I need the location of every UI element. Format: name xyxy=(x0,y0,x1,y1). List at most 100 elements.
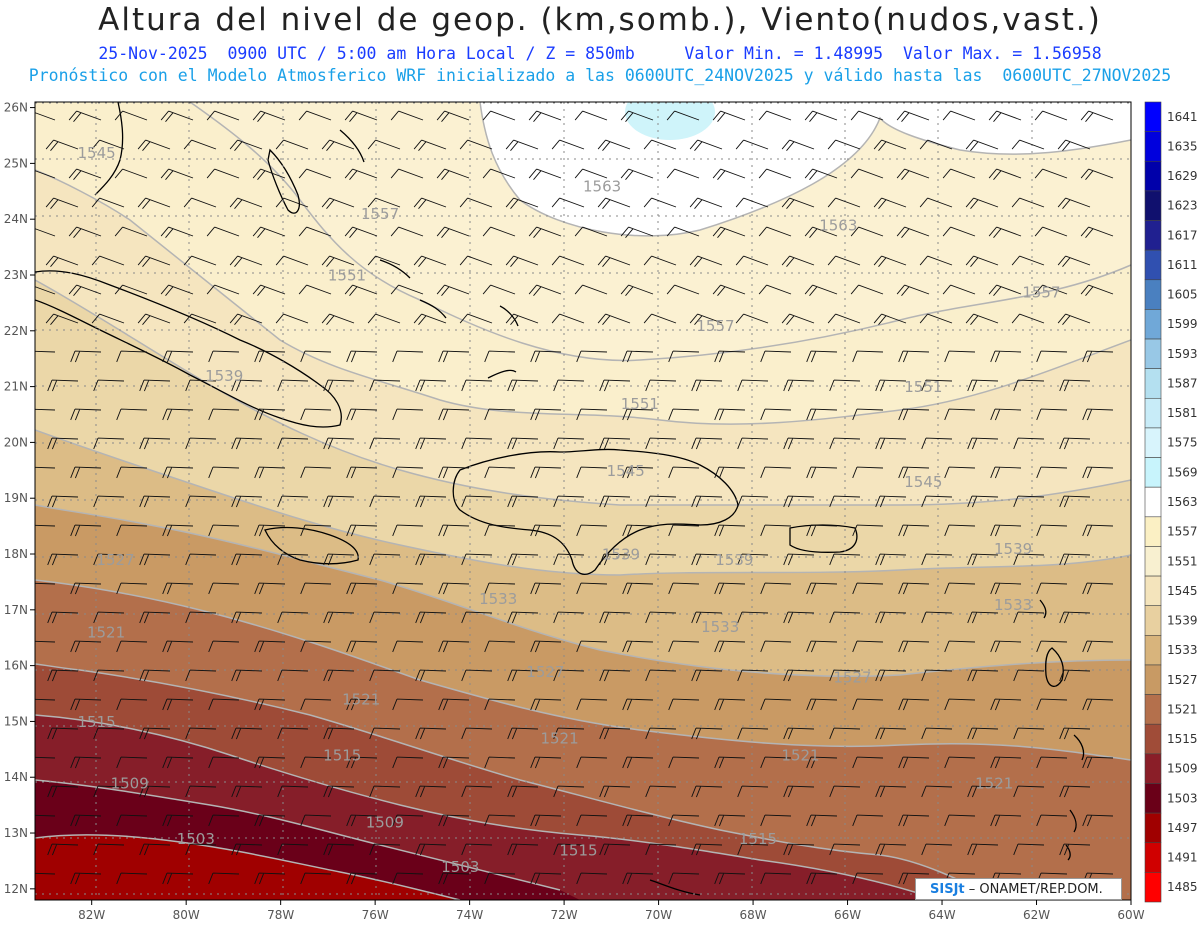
wind-barb xyxy=(551,139,585,150)
wind-barb xyxy=(804,110,838,122)
wind-barb xyxy=(346,582,378,595)
wind-barb xyxy=(139,843,171,856)
wind-barb xyxy=(737,785,769,798)
wind-barb xyxy=(139,437,171,450)
wind-barb xyxy=(35,582,56,585)
wind-barb xyxy=(967,379,999,392)
colorbar-swatch xyxy=(1144,368,1162,399)
lat-tick-label: 22N xyxy=(4,324,28,338)
wind-barb xyxy=(277,785,309,798)
contour-label: 1521 xyxy=(342,691,380,709)
wind-barb xyxy=(714,698,746,711)
colorbar-label: 1527 xyxy=(1167,673,1198,687)
wind-barb xyxy=(35,640,56,643)
wind-barb xyxy=(507,727,539,740)
wind-barb xyxy=(162,408,194,421)
wind-barb xyxy=(139,553,171,566)
wind-barb xyxy=(321,255,355,267)
model-info-line: Pronóstico con el Modelo Atmosferico WRF… xyxy=(28,66,1172,85)
wind-barb xyxy=(967,727,999,740)
wind-barb xyxy=(898,756,930,769)
wind-barb xyxy=(576,814,608,827)
wind-barb xyxy=(231,495,263,508)
wind-barb xyxy=(1059,611,1091,624)
wind-barb xyxy=(942,110,976,121)
wind-barb xyxy=(666,284,700,295)
wind-barb xyxy=(416,902,446,913)
wind-barb xyxy=(254,408,286,421)
wind-barb xyxy=(990,698,1022,711)
wind-barb xyxy=(875,437,907,450)
contour-label: 1551 xyxy=(904,378,942,396)
wind-barb xyxy=(599,669,631,682)
map-frame xyxy=(34,101,1132,901)
wind-barb xyxy=(990,756,1022,769)
wind-barb xyxy=(783,727,815,740)
lon-tick-label: 60W xyxy=(1117,908,1144,922)
contour-label: 1539 xyxy=(994,540,1032,558)
wind-barb xyxy=(737,669,769,682)
contour-label: 1563 xyxy=(583,177,621,195)
wind-barb xyxy=(70,814,102,827)
wind-barb xyxy=(323,437,355,450)
wind-barb xyxy=(229,313,263,325)
contour-label: 1563 xyxy=(819,216,857,234)
wind-barb xyxy=(691,437,723,450)
wind-barb xyxy=(898,524,930,537)
wind-barb xyxy=(300,408,332,421)
wind-barb xyxy=(783,553,815,566)
wind-barb xyxy=(229,197,263,209)
wind-barb xyxy=(852,756,884,769)
contour-label: 1509 xyxy=(366,813,404,831)
wind-barb xyxy=(829,843,861,856)
wind-barb xyxy=(1034,110,1068,121)
wind-barb xyxy=(459,313,493,324)
wind-barb xyxy=(438,408,470,421)
wind-barb xyxy=(185,611,217,624)
wind-barb xyxy=(622,466,654,479)
wind-barb xyxy=(160,110,194,122)
wind-barb xyxy=(461,379,493,392)
wind-barb xyxy=(346,350,378,363)
lat-tick-label: 25N xyxy=(4,156,28,170)
wind-barb xyxy=(438,582,470,595)
wind-barb xyxy=(942,226,976,237)
wind-barb xyxy=(70,350,102,363)
colorbar-label: 1515 xyxy=(1167,732,1198,746)
wind-barb xyxy=(254,698,286,711)
wind-barb xyxy=(645,495,677,508)
wind-barb xyxy=(576,582,608,595)
wind-barb xyxy=(459,139,493,150)
wind-barb xyxy=(760,872,792,885)
contour-label: 1503 xyxy=(177,830,215,848)
wind-barb xyxy=(988,168,1022,180)
colorbar-label: 1551 xyxy=(1167,554,1198,568)
colorbar-swatch xyxy=(1144,664,1162,695)
wind-barb xyxy=(689,139,723,151)
wind-barb xyxy=(162,582,194,595)
wind-barb xyxy=(576,698,608,711)
wind-barb xyxy=(162,698,194,711)
wind-barb xyxy=(231,843,263,856)
wind-barb xyxy=(93,553,125,566)
wind-barb xyxy=(827,255,861,266)
wind-barb xyxy=(344,110,378,122)
wind-barb xyxy=(344,168,378,180)
wind-barb xyxy=(597,139,631,151)
wind-barb xyxy=(185,553,217,566)
wind-barb xyxy=(139,495,171,508)
wind-barb xyxy=(275,139,309,150)
wind-barb xyxy=(850,110,884,121)
wind-barb xyxy=(392,814,424,827)
wind-barb xyxy=(967,437,999,450)
wind-barb xyxy=(298,110,332,121)
wind-barb xyxy=(850,284,884,295)
wind-barb xyxy=(1036,582,1068,595)
wind-barb xyxy=(1013,785,1045,798)
wind-barb xyxy=(574,110,608,121)
colorbar-label: 1539 xyxy=(1167,614,1198,628)
wind-barb xyxy=(1036,524,1068,537)
wind-barb xyxy=(415,669,447,682)
lat-tick-label: 19N xyxy=(4,491,28,505)
wind-barb xyxy=(921,843,953,856)
